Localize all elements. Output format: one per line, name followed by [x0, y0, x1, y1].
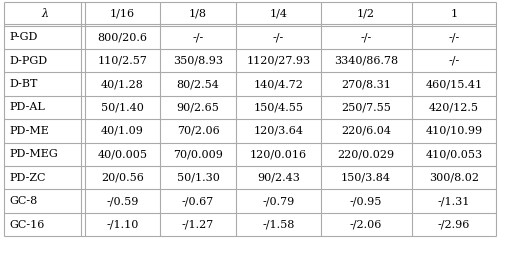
Text: 120/0.016: 120/0.016 [250, 149, 307, 159]
Text: 70/2.06: 70/2.06 [177, 126, 220, 136]
Text: 410/0.053: 410/0.053 [425, 149, 482, 159]
Text: 220/6.04: 220/6.04 [341, 126, 391, 136]
Text: -/-: -/- [448, 32, 460, 42]
Text: 410/10.99: 410/10.99 [425, 126, 482, 136]
Text: -/1.10: -/1.10 [106, 219, 139, 230]
Text: 50/1.30: 50/1.30 [177, 173, 220, 183]
Text: -/0.59: -/0.59 [106, 196, 139, 206]
Text: 150/4.55: 150/4.55 [253, 102, 303, 113]
Text: -/0.67: -/0.67 [182, 196, 214, 206]
Text: 220/0.029: 220/0.029 [338, 149, 395, 159]
Text: 150/3.84: 150/3.84 [341, 173, 391, 183]
Text: 300/8.02: 300/8.02 [429, 173, 479, 183]
Text: 50/1.40: 50/1.40 [101, 102, 144, 113]
Text: -/2.06: -/2.06 [350, 219, 382, 230]
Text: 460/15.41: 460/15.41 [425, 79, 482, 89]
Text: λ: λ [41, 9, 48, 19]
Text: 90/2.43: 90/2.43 [257, 173, 300, 183]
Text: -/-: -/- [448, 56, 460, 66]
Text: -/2.96: -/2.96 [437, 219, 470, 230]
Text: -/0.79: -/0.79 [262, 196, 294, 206]
Text: 90/2.65: 90/2.65 [177, 102, 220, 113]
Text: PD-AL: PD-AL [10, 102, 45, 113]
Text: 350/8.93: 350/8.93 [173, 56, 223, 66]
Text: 120/3.64: 120/3.64 [253, 126, 303, 136]
Text: 800/20.6: 800/20.6 [97, 32, 148, 42]
Text: -/1.58: -/1.58 [262, 219, 295, 230]
Text: 1/16: 1/16 [110, 9, 135, 19]
Text: -/0.95: -/0.95 [350, 196, 382, 206]
Text: PD-ME: PD-ME [10, 126, 49, 136]
Text: 1/4: 1/4 [269, 9, 287, 19]
Text: -/-: -/- [272, 32, 284, 42]
Text: 1/8: 1/8 [189, 9, 207, 19]
Text: PD-ZC: PD-ZC [10, 173, 46, 183]
Text: D-BT: D-BT [10, 79, 38, 89]
Text: GC-16: GC-16 [10, 219, 45, 230]
Text: 40/1.28: 40/1.28 [101, 79, 144, 89]
Text: -/-: -/- [360, 32, 372, 42]
Text: 40/1.09: 40/1.09 [101, 126, 144, 136]
Text: -/1.31: -/1.31 [437, 196, 470, 206]
Text: 20/0.56: 20/0.56 [101, 173, 144, 183]
Text: 420/12.5: 420/12.5 [429, 102, 479, 113]
Text: 70/0.009: 70/0.009 [173, 149, 223, 159]
Text: 1120/27.93: 1120/27.93 [246, 56, 311, 66]
Text: 3340/86.78: 3340/86.78 [334, 56, 398, 66]
Text: 80/2.54: 80/2.54 [177, 79, 220, 89]
Text: -/-: -/- [193, 32, 204, 42]
Text: 40/0.005: 40/0.005 [97, 149, 148, 159]
Text: D-PGD: D-PGD [10, 56, 48, 66]
Text: 1: 1 [450, 9, 458, 19]
Text: 140/4.72: 140/4.72 [253, 79, 303, 89]
Text: -/1.27: -/1.27 [182, 219, 214, 230]
Text: 250/7.55: 250/7.55 [341, 102, 391, 113]
Text: 1/2: 1/2 [357, 9, 375, 19]
Text: 110/2.57: 110/2.57 [97, 56, 148, 66]
Text: GC-8: GC-8 [10, 196, 38, 206]
Text: P-GD: P-GD [10, 32, 38, 42]
Text: 270/8.31: 270/8.31 [341, 79, 391, 89]
Text: PD-MEG: PD-MEG [10, 149, 58, 159]
